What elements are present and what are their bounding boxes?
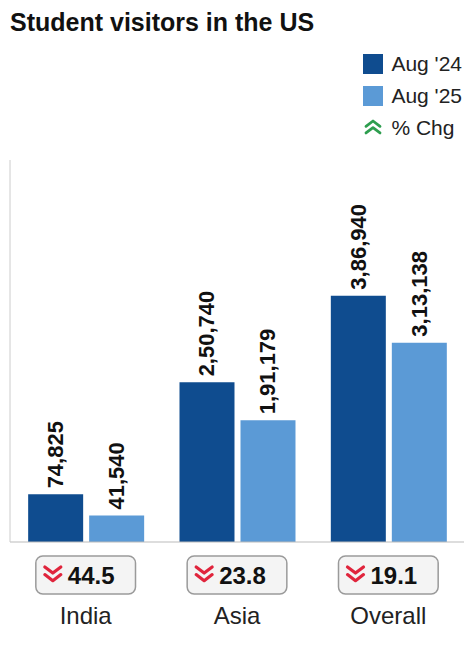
html-text:Aug '25: Aug '25	[391, 84, 462, 107]
svg-text:23.8: 23.8	[219, 562, 266, 589]
svg-text:Asia: Asia	[214, 602, 261, 629]
html-text:% Chg: % Chg	[391, 116, 455, 139]
svg-text:2,50,740: 2,50,740	[194, 291, 219, 377]
svg-text:44.5: 44.5	[68, 562, 115, 589]
svg-text:19.1: 19.1	[370, 562, 417, 589]
svg-text:Overall: Overall	[350, 602, 426, 629]
html-text:Student visitors in the US: Student visitors in the US	[10, 8, 315, 36]
html-text:Aug '24: Aug '24	[391, 52, 462, 75]
svg-text:3,13,138: 3,13,138	[407, 251, 432, 337]
svg-text:41,540: 41,540	[104, 442, 129, 509]
svg-text:74,825: 74,825	[43, 421, 68, 488]
svg-text:1,91,179: 1,91,179	[255, 329, 280, 415]
svg-text:India: India	[60, 602, 113, 629]
svg-text:3,86,940: 3,86,940	[346, 204, 371, 290]
